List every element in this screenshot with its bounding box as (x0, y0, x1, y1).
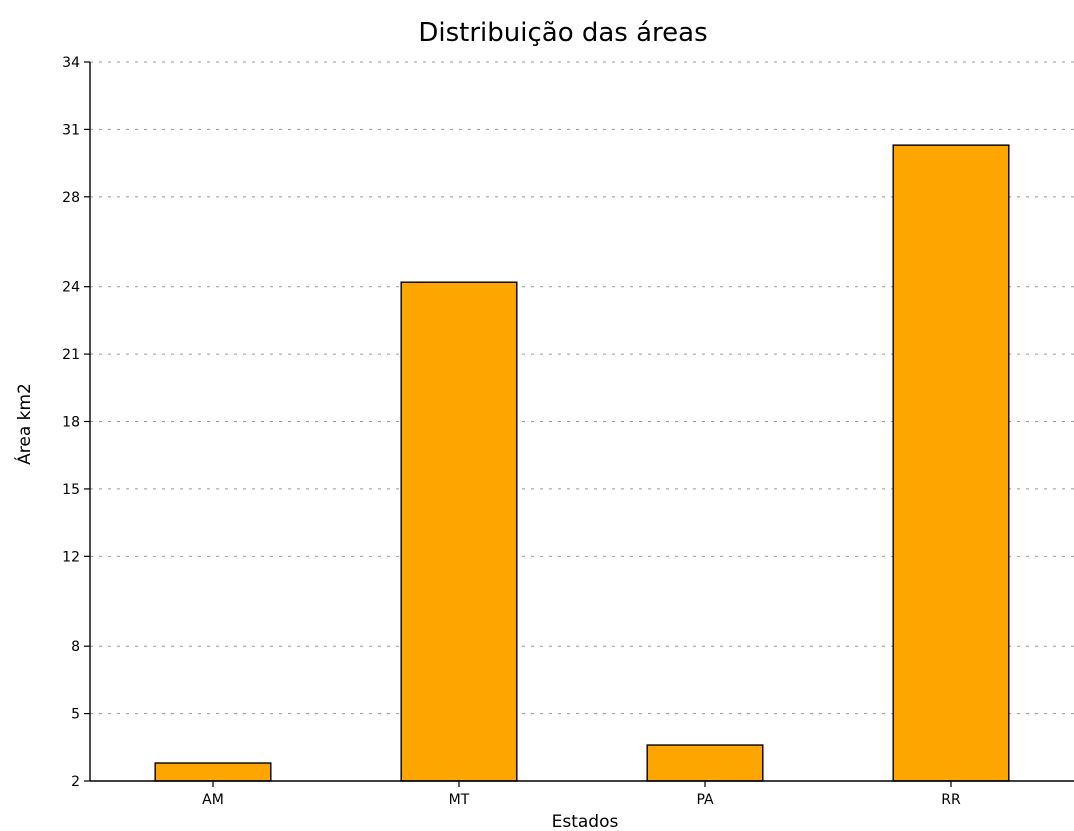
bars (154, 144, 1010, 782)
bar-mt (400, 281, 518, 782)
y-tick-label: 21 (62, 347, 80, 363)
chart-title: Distribuição das áreas (418, 18, 707, 48)
y-tick-label: 31 (62, 122, 80, 138)
x-tick-label-am: AM (202, 792, 224, 808)
x-tick-label-rr: RR (941, 792, 961, 808)
y-tick-label: 28 (62, 190, 80, 206)
y-tick-label: 5 (71, 707, 80, 723)
bar-am (154, 762, 272, 782)
y-tick-label: 15 (62, 482, 80, 498)
x-tick-label-mt: MT (449, 792, 470, 808)
y-tick-label: 12 (62, 549, 80, 565)
bar-rr (892, 144, 1010, 782)
x-tick-label-pa: PA (696, 792, 714, 808)
y-tick-label: 2 (71, 774, 80, 790)
y-tick-label: 18 (62, 415, 80, 431)
y-tick-label: 24 (62, 280, 80, 296)
bar-pa (646, 744, 764, 782)
y-tick-label: 8 (71, 639, 80, 655)
y-ticks: 2 5 8 12 15 18 21 24 28 31 34 (62, 55, 90, 790)
y-tick-label: 34 (62, 55, 80, 71)
x-axis-title: Estados (552, 812, 619, 831)
y-axis-title: Área km2 (13, 383, 35, 465)
x-ticks: AM MT PA RR (202, 781, 961, 808)
